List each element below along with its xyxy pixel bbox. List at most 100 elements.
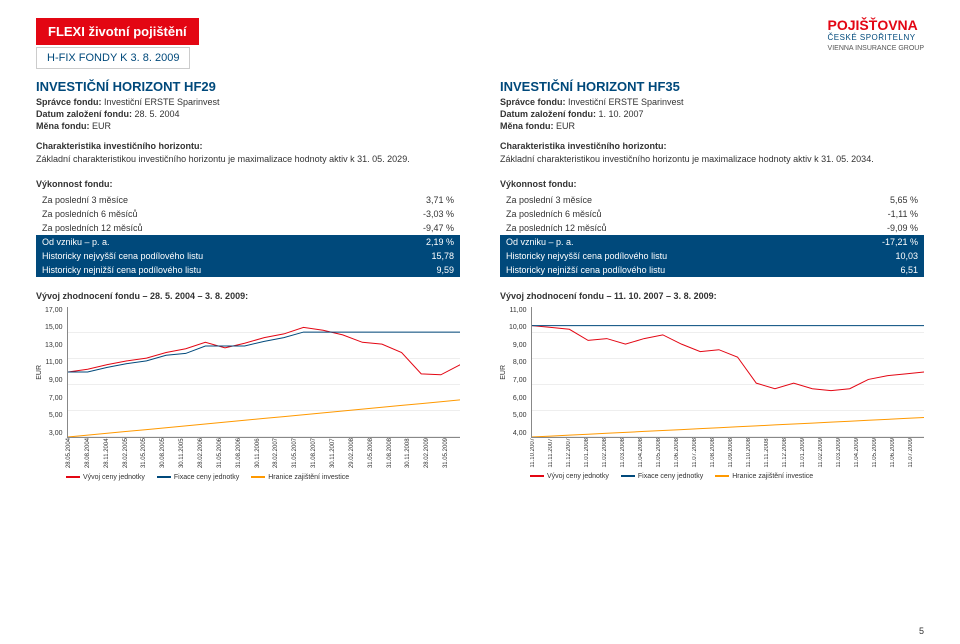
performance-table: Za poslední 3 měsíce5,65 %Za posledních … (500, 193, 924, 277)
x-tick: 11.12.2007 (566, 438, 582, 468)
x-tick: 28.02.2006 (198, 438, 215, 468)
row-value: 10,03 (832, 249, 924, 263)
y-axis: 17,0015,0013,0011,009,007,005,003,00 (45, 307, 67, 437)
page-number: 5 (919, 626, 924, 636)
performance-table: Za poslední 3 měsíce3,71 %Za posledních … (36, 193, 460, 277)
chart-title: Vývoj zhodnocení fondu – 11. 10. 2007 – … (500, 291, 924, 301)
row-label: Za poslední 3 měsíce (500, 193, 832, 207)
legend-swatch (530, 475, 544, 477)
chart-legend: Vývoj ceny jednotkyFixace ceny jednotkyH… (530, 473, 924, 480)
x-tick: 11.05.2008 (656, 438, 672, 468)
row-label: Za posledních 12 měsíců (36, 221, 376, 235)
header-subtitle: H-FIX FONDY K 3. 8. 2009 (36, 47, 190, 69)
y-tick: 8,00 (513, 359, 527, 366)
legend-item: Hranice zajištění investice (251, 474, 349, 481)
table-row: Od vzniku – p. a.-17,21 % (500, 235, 924, 249)
legend-swatch (66, 476, 80, 478)
x-axis: 11.10.200711.11.200711.12.200711.01.2008… (530, 438, 924, 468)
legend-item: Vývoj ceny jednotky (530, 473, 609, 480)
x-axis: 28.05.200428.08.200428.11.200428.02.2005… (66, 438, 460, 468)
row-label: Za poslední 3 měsíce (36, 193, 376, 207)
y-tick: 5,00 (513, 412, 527, 419)
x-tick: 11.05.2009 (872, 438, 888, 468)
row-label: Historicky nejvyšší cena podílového list… (500, 249, 832, 263)
x-tick: 31.05.2009 (443, 438, 460, 468)
x-tick: 11.11.2008 (764, 438, 780, 468)
x-tick: 30.11.2006 (255, 438, 272, 468)
x-tick: 11.10.2007 (530, 438, 546, 468)
row-label: Historicky nejvyšší cena podílového list… (36, 249, 376, 263)
y-tick: 15,00 (45, 324, 63, 331)
y-tick: 11,00 (46, 359, 63, 366)
x-tick: 28.05.2004 (66, 438, 83, 468)
x-tick: 11.03.2008 (620, 438, 636, 468)
row-value: 9,59 (376, 263, 460, 277)
x-tick: 28.02.2009 (424, 438, 441, 468)
row-label: Za posledních 12 měsíců (500, 221, 832, 235)
x-tick: 11.04.2008 (638, 438, 654, 468)
logo-sub: ČESKÉ SPOŘITELNY (828, 33, 916, 42)
x-tick: 11.02.2009 (818, 438, 834, 468)
y-tick: 17,00 (45, 307, 63, 314)
row-value: -1,11 % (832, 207, 924, 221)
x-tick: 31.05.2007 (292, 438, 309, 468)
x-tick: 31.05.2005 (141, 438, 158, 468)
row-label: Od vzniku – p. a. (500, 235, 832, 249)
x-tick: 11.02.2008 (602, 438, 618, 468)
table-row: Za posledních 6 měsíců-1,11 % (500, 207, 924, 221)
row-value: -17,21 % (832, 235, 924, 249)
chart-title: Vývoj zhodnocení fondu – 28. 5. 2004 – 3… (36, 291, 460, 301)
characteristic-title: Charakteristika investičního horizontu: (36, 140, 460, 152)
x-tick: 28.08.2004 (85, 438, 102, 468)
row-label: Od vzniku – p. a. (36, 235, 376, 249)
y-tick: 7,00 (513, 377, 527, 384)
x-tick: 11.09.2008 (728, 438, 744, 468)
legend-label: Vývoj ceny jednotky (83, 474, 145, 481)
legend-swatch (621, 475, 635, 477)
fund-meta: Správce fondu: Investiční ERSTE Sparinve… (36, 96, 460, 132)
table-row: Historicky nejnižší cena podílového list… (36, 263, 460, 277)
legend-item: Fixace ceny jednotky (157, 474, 239, 481)
x-tick: 28.11.2004 (104, 438, 121, 468)
table-row: Za posledních 12 měsíců-9,09 % (500, 221, 924, 235)
row-value: 2,19 % (376, 235, 460, 249)
x-tick: 30.11.2008 (405, 438, 422, 468)
fund-meta: Správce fondu: Investiční ERSTE Sparinve… (500, 96, 924, 132)
row-label: Historicky nejnižší cena podílového list… (36, 263, 376, 277)
table-row: Za poslední 3 měsíce3,71 % (36, 193, 460, 207)
y-tick: 11,00 (510, 307, 527, 314)
legend-label: Vývoj ceny jednotky (547, 473, 609, 480)
x-tick: 31.08.2007 (311, 438, 328, 468)
y-axis-label: EUR (500, 365, 507, 380)
row-value: 5,65 % (832, 193, 924, 207)
table-row: Za posledních 6 měsíců-3,03 % (36, 207, 460, 221)
chart-area (531, 307, 924, 438)
legend-swatch (251, 476, 265, 478)
table-row: Za poslední 3 měsíce5,65 % (500, 193, 924, 207)
table-row: Za posledních 12 měsíců-9,47 % (36, 221, 460, 235)
x-tick: 11.11.2007 (548, 438, 564, 468)
x-tick: 31.08.2006 (236, 438, 253, 468)
x-tick: 29.02.2008 (349, 438, 366, 468)
x-tick: 31.08.2008 (387, 438, 404, 468)
row-value: 3,71 % (376, 193, 460, 207)
y-tick: 9,00 (513, 342, 527, 349)
row-value: 6,51 (832, 263, 924, 277)
header-title: FLEXI životní pojištění (36, 18, 199, 45)
y-axis-label: EUR (36, 365, 43, 380)
row-label: Za posledních 6 měsíců (36, 207, 376, 221)
table-row: Historicky nejvyšší cena podílového list… (36, 249, 460, 263)
legend-item: Fixace ceny jednotky (621, 473, 703, 480)
legend-item: Vývoj ceny jednotky (66, 474, 145, 481)
company-logo: POJIŠŤOVNA ČESKÉ SPOŘITELNY VIENNA INSUR… (828, 18, 924, 52)
table-row: Historicky nejnižší cena podílového list… (500, 263, 924, 277)
x-tick: 28.02.2005 (123, 438, 140, 468)
x-tick: 31.05.2006 (217, 438, 234, 468)
x-tick: 11.10.2008 (746, 438, 762, 468)
table-row: Historicky nejvyšší cena podílového list… (500, 249, 924, 263)
row-value: -9,47 % (376, 221, 460, 235)
y-axis: 11,0010,009,008,007,006,005,004,00 (509, 307, 531, 437)
x-tick: 11.03.2009 (836, 438, 852, 468)
legend-swatch (157, 476, 171, 478)
x-tick: 11.04.2009 (854, 438, 870, 468)
